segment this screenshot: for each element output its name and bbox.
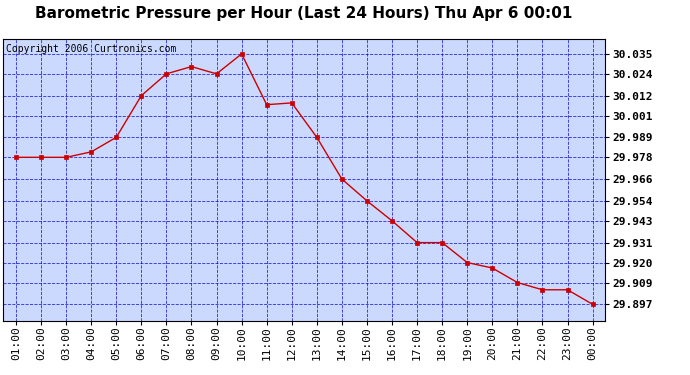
Text: Copyright 2006 Curtronics.com: Copyright 2006 Curtronics.com [6, 44, 177, 54]
Text: Barometric Pressure per Hour (Last 24 Hours) Thu Apr 6 00:01: Barometric Pressure per Hour (Last 24 Ho… [35, 6, 572, 21]
